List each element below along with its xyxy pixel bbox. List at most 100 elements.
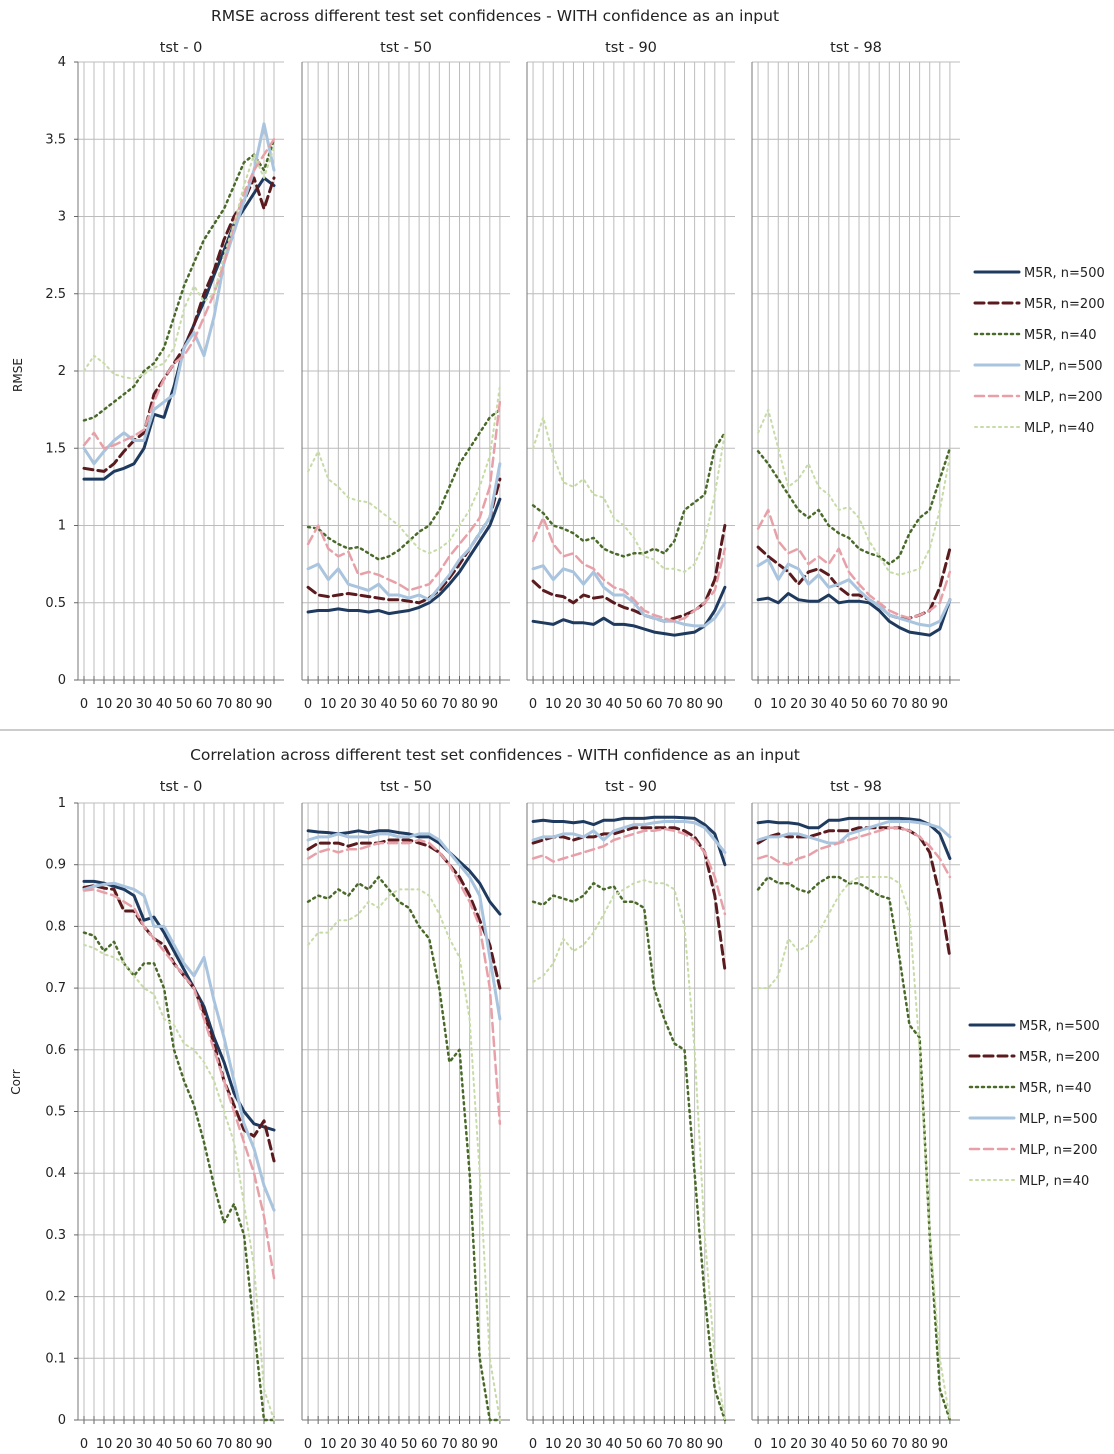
series-line: [756, 826, 952, 959]
y-tick-label: 0.8: [45, 919, 66, 934]
panel-2: tst - 90 0 10 20 30 40 50 60 70 80 90: [526, 40, 735, 712]
x-tick-label: 30: [585, 1437, 602, 1452]
x-tick-label: 10: [770, 1437, 787, 1452]
y-tick-label: 0.6: [45, 1043, 66, 1058]
series-line: [531, 827, 727, 916]
x-tick-label: 30: [360, 1437, 377, 1452]
x-tick-label: 20: [790, 697, 807, 712]
y-tick-label: 3: [58, 210, 66, 225]
series-line: [306, 477, 502, 605]
legend-entry: MLP, n=500: [1024, 359, 1103, 374]
x-tick-label: 70: [891, 697, 908, 712]
x-tick-label: 0: [529, 697, 537, 712]
legend-entry: MLP, n=200: [1019, 1143, 1098, 1158]
panel-0: tst - 0 0 10 20 30 40 50 60 70 80 90 0 0.1 0.2 0.3 0.4 0…: [45, 779, 284, 1452]
x-tick-label: 80: [911, 1437, 928, 1452]
x-tick-label: 20: [340, 697, 357, 712]
legend-entry: MLP, n=40: [1019, 1174, 1089, 1189]
x-tick-label: 20: [116, 1437, 133, 1452]
x-tick-label: 80: [236, 697, 253, 712]
x-tick-label: 0: [529, 1437, 537, 1452]
y-tick-label: 2: [58, 364, 66, 379]
x-tick-label: 10: [320, 1437, 337, 1452]
x-tick-label: 70: [441, 1437, 458, 1452]
series-line: [531, 826, 727, 972]
x-tick-label: 40: [606, 1437, 623, 1452]
x-tick-label: 50: [851, 1437, 868, 1452]
x-tick-label: 60: [421, 697, 438, 712]
y-tick-label: 0.2: [45, 1290, 66, 1305]
series-line: [306, 838, 502, 1126]
x-tick-label: 40: [381, 697, 398, 712]
x-tick-label: 90: [707, 697, 724, 712]
series-line: [532, 879, 726, 1421]
series-line: [531, 431, 727, 558]
x-tick-label: 90: [482, 697, 499, 712]
chart-title: Correlation across different test set co…: [190, 746, 800, 764]
x-tick-label: 0: [80, 697, 88, 712]
series-line: [82, 931, 276, 1422]
x-tick-label: 80: [461, 697, 478, 712]
x-tick-label: 20: [790, 1437, 807, 1452]
series-line: [756, 545, 952, 620]
x-tick-label: 50: [401, 1437, 418, 1452]
x-tick-label: 10: [96, 697, 113, 712]
x-tick-label: 90: [482, 1437, 499, 1452]
series-line: [532, 416, 726, 573]
x-tick-label: 30: [136, 1437, 153, 1452]
legend-entry: M5R, n=40: [1024, 328, 1096, 343]
series-line: [756, 558, 952, 628]
legend-entry: MLP, n=40: [1024, 421, 1094, 436]
series-line: [531, 524, 727, 623]
series-line: [82, 884, 276, 1163]
x-tick-label: 0: [304, 1437, 312, 1452]
x-tick-label: 10: [545, 697, 562, 712]
series-line: [306, 462, 502, 602]
x-tick-label: 30: [810, 697, 827, 712]
legend-entry: M5R, n=200: [1024, 297, 1105, 312]
x-tick-label: 40: [156, 1437, 173, 1452]
x-tick-label: 90: [256, 697, 273, 712]
chart-1: Correlation across different test set co…: [9, 746, 1100, 1452]
x-tick-label: 80: [686, 1437, 703, 1452]
series-line: [306, 875, 502, 1422]
y-tick-label: 1.5: [45, 441, 66, 456]
series-line: [756, 592, 952, 637]
series-line: [306, 400, 502, 592]
x-tick-label: 40: [381, 1437, 398, 1452]
x-tick-label: 60: [196, 697, 213, 712]
series-line: [82, 881, 276, 1212]
x-tick-label: 0: [80, 1437, 88, 1452]
x-tick-label: 50: [626, 697, 643, 712]
x-tick-label: 20: [565, 697, 582, 712]
legend-entry: M5R, n=40: [1019, 1081, 1091, 1096]
series-line: [756, 820, 952, 845]
x-tick-label: 60: [646, 1437, 663, 1452]
x-tick-label: 70: [441, 697, 458, 712]
x-tick-label: 50: [401, 697, 418, 712]
y-tick-label: 0.9: [45, 858, 66, 873]
x-tick-label: 80: [236, 1437, 253, 1452]
series-line: [756, 826, 952, 879]
panel-3: tst - 98 0 10 20 30 40 50 60 70 80 90: [751, 779, 960, 1452]
y-tick-label: 0.7: [45, 981, 66, 996]
x-tick-label: 30: [585, 697, 602, 712]
panel-title: tst - 50: [380, 40, 432, 56]
series-line: [531, 815, 727, 867]
series-line: [82, 879, 276, 1132]
x-tick-label: 70: [666, 697, 683, 712]
panel-1: tst - 50 0 10 20 30 40 50 60 70 80 90: [301, 779, 510, 1452]
series-line: [756, 816, 952, 860]
y-axis-label: Corr: [9, 1069, 23, 1094]
y-tick-label: 0.3: [45, 1228, 66, 1243]
x-tick-label: 40: [831, 697, 848, 712]
x-tick-label: 40: [606, 697, 623, 712]
x-tick-label: 90: [256, 1437, 273, 1452]
y-tick-label: 4: [58, 55, 66, 70]
series-line: [756, 875, 952, 1422]
series-line: [756, 447, 952, 566]
panel-title: tst - 0: [160, 779, 203, 795]
x-tick-label: 30: [810, 1437, 827, 1452]
x-tick-label: 10: [770, 697, 787, 712]
